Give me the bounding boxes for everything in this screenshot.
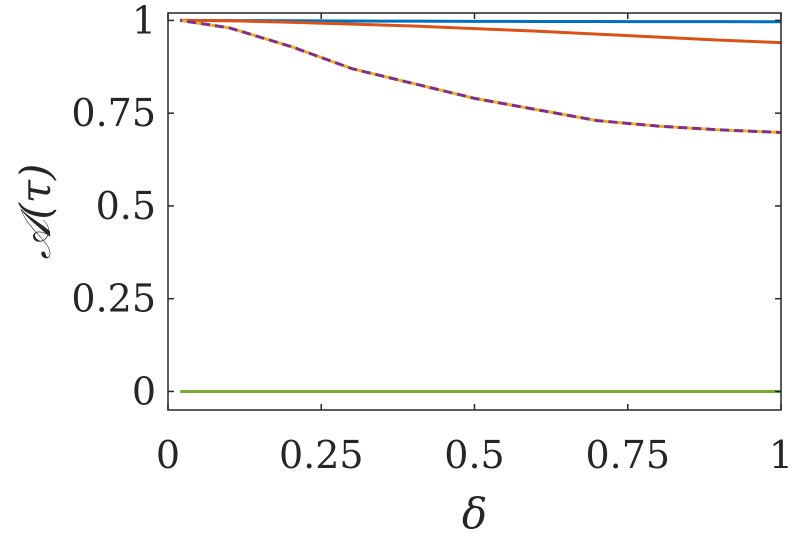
- y-tick-label: 1: [132, 0, 156, 42]
- y-tick-label: 0.5: [96, 184, 156, 228]
- x-tick-label: 0.25: [279, 433, 364, 477]
- series-line-2: [180, 18, 782, 45]
- y-tick-label: 0: [132, 369, 156, 413]
- x-tick-label: 1: [769, 433, 793, 477]
- x-tick-label: 0.75: [585, 433, 670, 477]
- y-tick-label: 0.75: [71, 91, 156, 135]
- y-axis-label: 𝒜(τ): [11, 164, 60, 260]
- plot-area-border: [167, 12, 782, 411]
- y-tick-label: 0.25: [71, 277, 156, 321]
- x-tick-label: 0: [156, 433, 180, 477]
- x-tick-label: 0.5: [444, 433, 504, 477]
- series-line-4: [180, 18, 782, 134]
- y-axis: 0 0.25 0.5 0.75 1: [71, 0, 781, 413]
- series-layer: [180, 18, 782, 393]
- x-axis-label: δ: [462, 489, 487, 536]
- x-axis: 0 0.25 0.5 0.75 1: [156, 13, 793, 477]
